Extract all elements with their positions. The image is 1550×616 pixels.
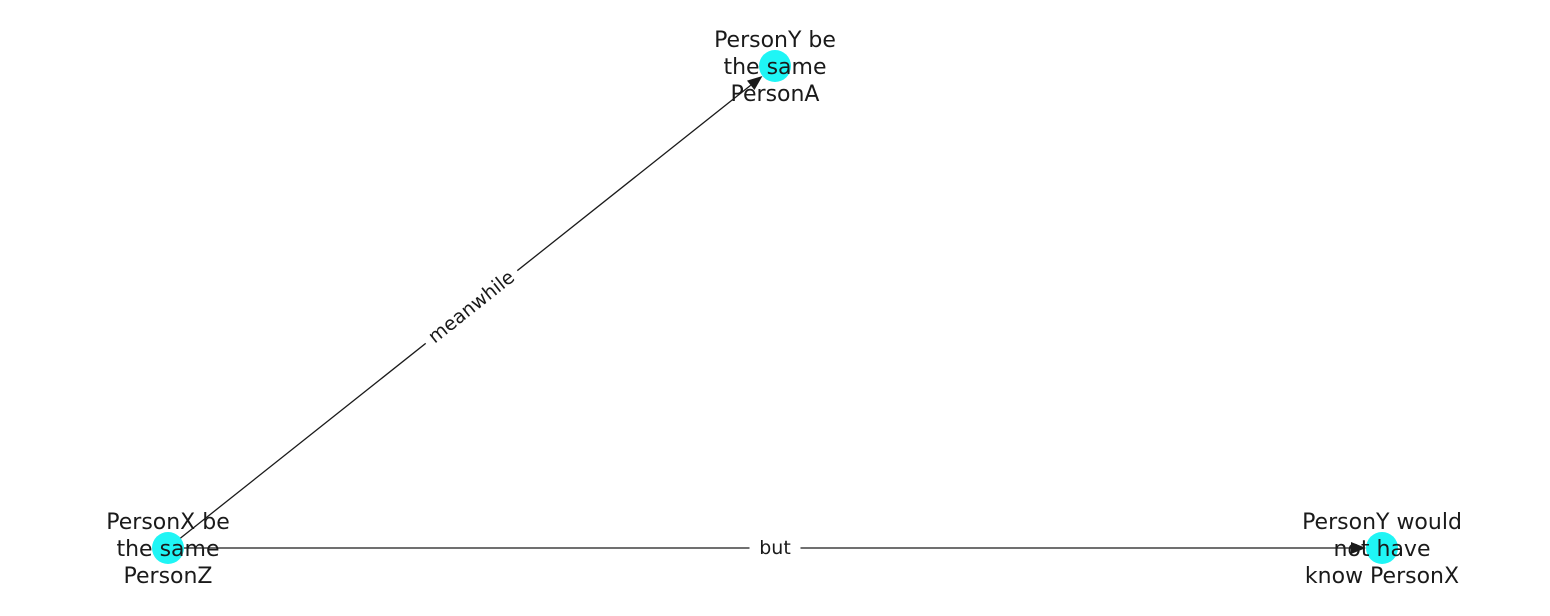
node-label-line: the same — [723, 55, 826, 80]
node-label: PersonY would not have know PersonX — [1302, 510, 1462, 589]
node-label-line: PersonY be — [714, 28, 836, 53]
node-label-line: PersonX be — [106, 510, 230, 535]
edge-labels-layer: meanwhile but — [416, 259, 801, 562]
edge-label: meanwhile — [424, 266, 519, 348]
edges-layer — [167, 75, 1366, 554]
edge-arrowhead-but — [1351, 542, 1366, 554]
node-label-line: the same — [116, 537, 219, 562]
edge-label-group: meanwhile — [416, 259, 527, 355]
node-label: PersonY be the same PersonA — [714, 28, 836, 107]
edge-label-background — [416, 259, 527, 355]
edge-label-group: but — [749, 534, 801, 562]
node-label-line: PersonZ — [124, 564, 213, 589]
edge-arrowhead-meanwhile — [746, 75, 763, 90]
graph-node — [152, 532, 184, 564]
node-label-line: PersonY would — [1302, 510, 1462, 535]
edge-label: but — [759, 537, 791, 559]
node-label-line: PersonA — [731, 82, 820, 107]
node-label-line: know PersonX — [1305, 564, 1459, 589]
graph-node — [1366, 532, 1398, 564]
graph-node — [759, 50, 791, 82]
nodes-layer — [152, 50, 1398, 564]
node-label: PersonX be the same PersonZ — [106, 510, 230, 589]
edge-label-background — [749, 534, 801, 562]
node-label-line: not have — [1333, 537, 1430, 562]
